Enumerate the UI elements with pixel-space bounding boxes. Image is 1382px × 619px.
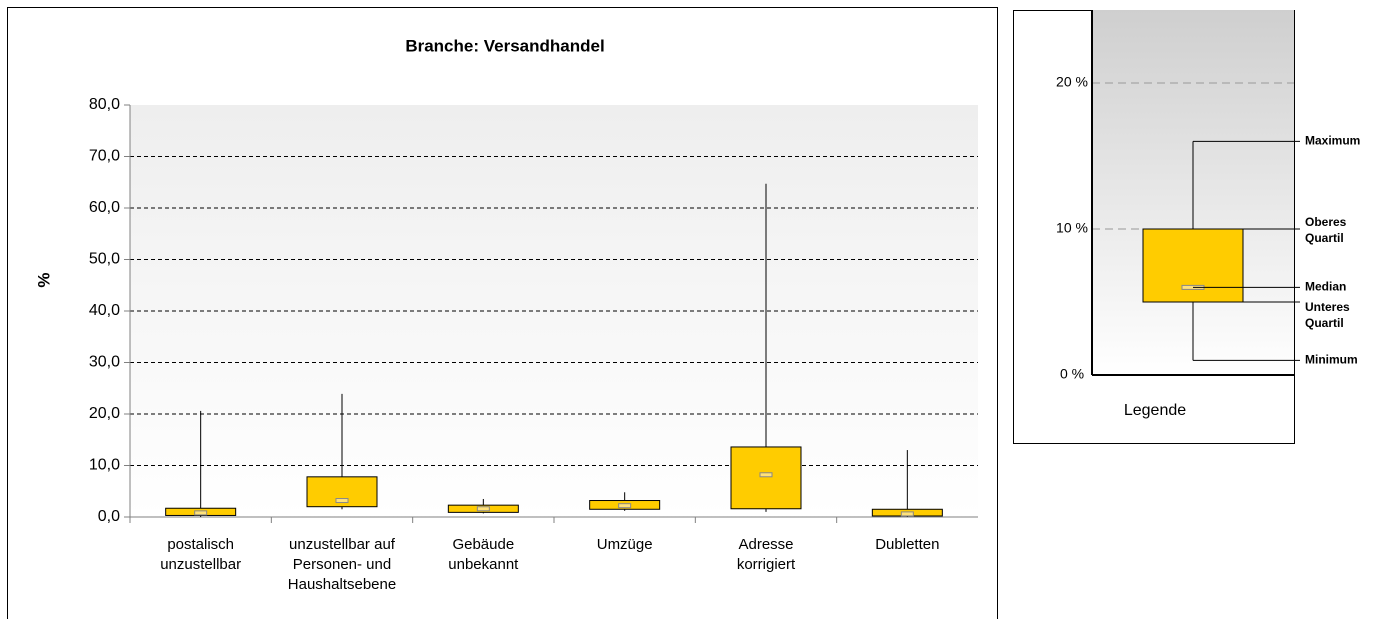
box: [1142, 228, 1244, 303]
x-tick-label: postalisch unzustellbar: [160, 536, 241, 573]
median-marker: [476, 506, 490, 512]
x-tick-label: Dubletten: [875, 536, 939, 553]
median-marker: [759, 472, 773, 478]
x-axis-label: Legende: [1124, 402, 1186, 419]
y-tick-label: 70,0: [89, 148, 120, 165]
y-tick-label: 10,0: [89, 457, 120, 474]
median-marker: [618, 503, 632, 509]
y-tick-label: 20 %: [1056, 74, 1088, 90]
y-tick-label: 30,0: [89, 354, 120, 371]
y-tick-label: 10 %: [1056, 220, 1088, 236]
y-tick-label: 60,0: [89, 199, 120, 216]
chart-title: Branche: Versandhandel: [405, 36, 604, 55]
legend-stat-label: Median: [1305, 280, 1346, 294]
median-marker: [900, 511, 914, 517]
legend-stat-label: Unteres Quartil: [1305, 300, 1350, 330]
box: [730, 446, 802, 510]
y-tick-label: 80,0: [89, 96, 120, 113]
y-tick-label: 40,0: [89, 302, 120, 319]
y-axis-label: %: [34, 272, 53, 287]
median-marker: [194, 510, 208, 516]
y-tick-label: 0 %: [1060, 366, 1084, 382]
x-tick-label: unzustellbar auf Personen- und Haushaltseb…: [288, 536, 396, 593]
y-tick-label: 20,0: [89, 405, 120, 422]
x-tick-label: Umzüge: [597, 536, 653, 553]
x-tick-label: Adresse korrigiert: [737, 536, 796, 573]
legend-stat-label: Minimum: [1305, 353, 1358, 367]
legend-stat-label: Oberes Quartil: [1305, 215, 1347, 245]
legend-stat-label: Maximum: [1305, 134, 1360, 148]
y-tick-label: 50,0: [89, 251, 120, 268]
x-tick-label: Gebäude unbekannt: [448, 536, 519, 573]
median-marker: [335, 498, 349, 504]
y-tick-label: 0,0: [98, 508, 120, 525]
